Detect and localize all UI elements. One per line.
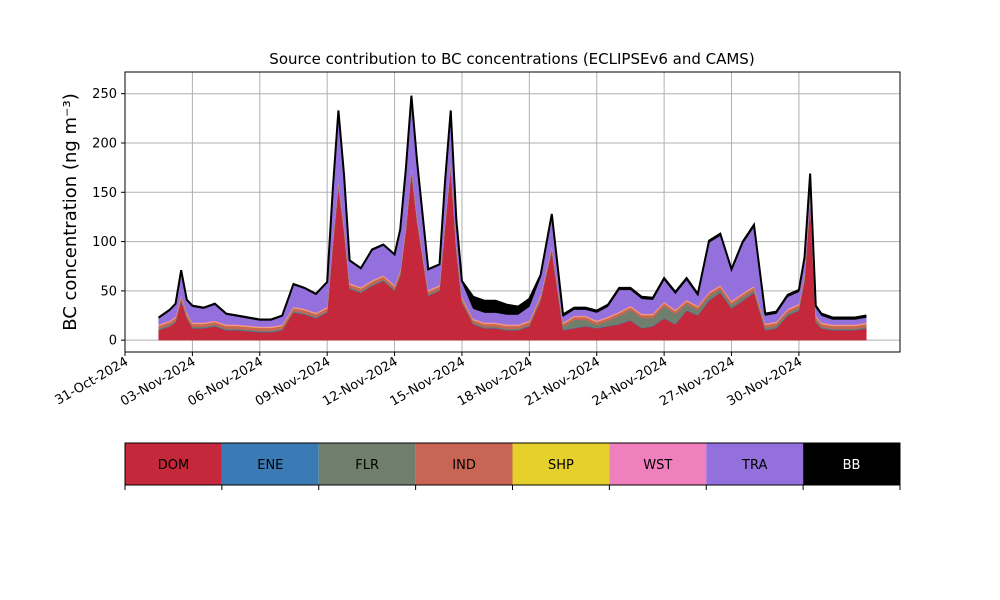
legend-label-dom: DOM xyxy=(158,458,189,473)
x-tick-label: 18-Nov-2024 xyxy=(455,354,535,409)
legend-swatch-dom xyxy=(125,443,222,485)
legend: DOM ENE FLR IND SHP WST TRA BB xyxy=(124,442,901,490)
x-tick-label: 06-Nov-2024 xyxy=(186,354,266,409)
y-tick-label: 100 xyxy=(92,235,117,250)
legend-label-shp: SHP xyxy=(548,458,574,473)
legend-label-tra: TRA xyxy=(741,458,767,473)
legend-label-ind: IND xyxy=(452,458,476,473)
y-tick-label: 200 xyxy=(92,136,117,151)
x-tick-label: 09-Nov-2024 xyxy=(253,354,333,409)
x-axis: 31-Oct-202403-Nov-202406-Nov-202409-Nov-… xyxy=(53,352,805,409)
legend-swatch-ind xyxy=(415,443,513,485)
y-tick-label: 0 xyxy=(109,334,117,349)
legend-swatch-tra xyxy=(706,443,804,485)
legend-swatch-wst xyxy=(609,443,707,485)
legend-swatch-bb xyxy=(803,443,900,485)
x-tick-label: 27-Nov-2024 xyxy=(657,354,737,409)
grid xyxy=(124,72,900,352)
x-tick-label: 03-Nov-2024 xyxy=(118,354,198,409)
total-outline xyxy=(158,95,867,321)
legend-label-wst: WST xyxy=(643,458,672,473)
area-tra xyxy=(158,96,867,327)
x-tick-label: 21-Nov-2024 xyxy=(522,354,602,409)
y-tick-label: 150 xyxy=(92,186,117,201)
plot-frame xyxy=(124,71,901,353)
y-tick-label: 250 xyxy=(92,87,117,102)
legend-swatch-flr xyxy=(318,443,416,485)
y-tick-label: 50 xyxy=(100,284,117,299)
y-axis-label: BC concentration (ng m⁻³) xyxy=(60,93,81,331)
legend-swatch-shp xyxy=(512,443,610,485)
legend-label-ene: ENE xyxy=(257,458,283,473)
y-axis: 0 50 100 150 200 250 xyxy=(92,87,125,349)
legend-swatch-ene xyxy=(221,443,319,485)
legend-label-flr: FLR xyxy=(355,458,379,473)
x-tick-label: 30-Nov-2024 xyxy=(725,354,805,409)
x-tick-label: 24-Nov-2024 xyxy=(590,354,670,409)
stacked-areas xyxy=(158,95,867,341)
chart-title: Source contribution to BC concentrations… xyxy=(269,50,754,68)
x-tick-label: 12-Nov-2024 xyxy=(320,354,400,409)
x-tick-label: 15-Nov-2024 xyxy=(388,354,468,409)
legend-label-bb: BB xyxy=(843,458,861,473)
